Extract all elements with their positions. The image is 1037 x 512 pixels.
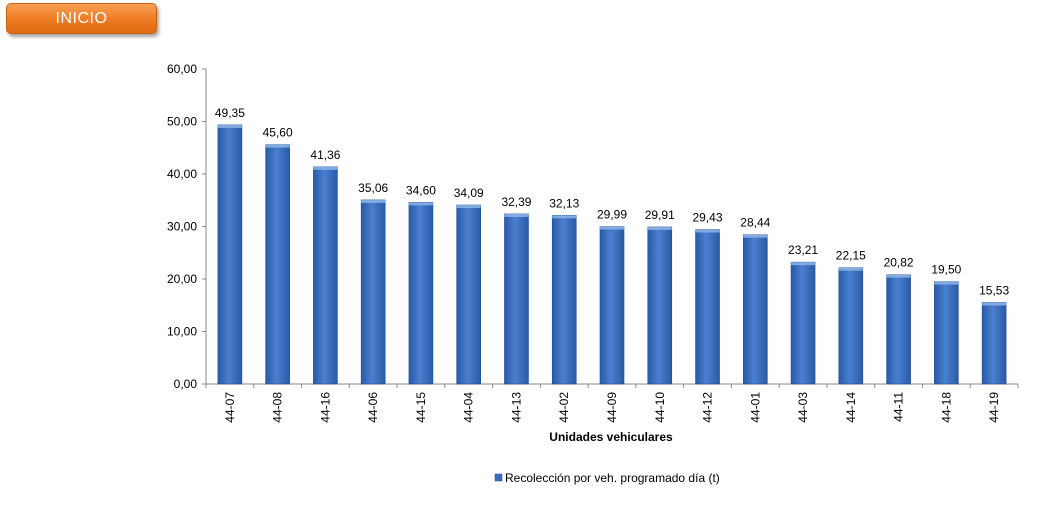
data-label: 20,82 [884,256,914,270]
category-label: 44-10 [653,392,667,423]
bar-top-highlight [504,213,529,217]
category-label: 44-03 [796,392,810,423]
data-label: 41,36 [310,148,340,162]
bar-top-highlight [743,234,768,238]
category-label: 44-11 [892,392,906,422]
data-label: 29,99 [597,208,627,222]
y-tick-label: 40,00 [167,167,197,181]
category-label: 44-07 [223,392,237,423]
bar-top-highlight [791,262,816,266]
bar [599,226,625,385]
bar-top-highlight [838,267,863,271]
data-label: 22,15 [836,249,866,263]
bar [886,274,911,385]
data-label: 45,60 [263,126,293,140]
category-label: 44-19 [987,392,1001,423]
data-label: 23,21 [788,243,818,257]
legend: Recolección por veh. programado día (t) [494,471,720,485]
bar-top-highlight [361,199,386,203]
bar [695,229,720,385]
bar [217,124,243,385]
y-tick-label: 10,00 [167,325,197,339]
bar-top-highlight [695,229,720,233]
data-label: 32,39 [501,195,531,209]
data-label: 19,50 [931,263,961,277]
data-label: 29,91 [645,208,675,222]
y-tick-label: 0,00 [174,377,198,391]
bar [456,204,482,385]
category-label: 44-14 [844,392,858,423]
bar-top-highlight [647,226,672,230]
bar [838,267,864,385]
bar [408,202,434,385]
y-tick-label: 50,00 [167,115,197,129]
category-label: 44-08 [271,392,285,423]
bar [551,215,577,385]
bar-top-highlight [600,226,624,230]
category-label: 44-01 [748,392,762,423]
y-tick-label: 60,00 [167,62,197,76]
category-label: 44-09 [605,392,619,423]
category-label: 44-13 [509,392,523,423]
bar [790,261,816,385]
bar-top-highlight [982,302,1007,306]
y-tick-label: 20,00 [167,272,197,286]
data-label: 34,09 [454,186,484,200]
data-label: 29,43 [693,210,723,224]
category-label: 44-16 [318,392,332,423]
bar [504,213,529,385]
bar-top-highlight [886,274,911,278]
y-tick-label: 30,00 [167,220,197,234]
bar-top-highlight [217,124,242,128]
bar-top-highlight [552,215,577,219]
legend-swatch [494,473,503,482]
category-label: 44-18 [939,392,953,423]
bar-top-highlight [408,202,433,206]
bar [934,281,959,385]
category-label: 44-06 [366,392,380,423]
bar-top-highlight [265,144,290,148]
data-label: 28,44 [740,216,770,230]
bar [265,144,290,385]
data-label: 34,60 [406,183,436,197]
bar [360,199,386,385]
data-label: 15,53 [979,283,1009,297]
category-label: 44-15 [414,392,428,423]
category-label: 44-02 [557,392,571,423]
category-label: 44-12 [701,392,715,423]
data-label: 35,06 [358,181,388,195]
bar-top-highlight [313,166,338,170]
bar [742,234,768,385]
inicio-button[interactable]: INICIO [6,3,157,34]
data-label: 49,35 [215,106,245,120]
bar [313,166,338,385]
x-axis-title: Unidades vehiculares [549,430,673,444]
bar [981,302,1007,385]
bar [647,226,673,385]
bar-top-highlight [934,281,959,285]
data-label: 32,13 [549,196,579,210]
category-label: 44-04 [462,392,476,423]
bar-top-highlight [456,205,481,209]
legend-label: Recolección por veh. programado día (t) [505,471,720,485]
